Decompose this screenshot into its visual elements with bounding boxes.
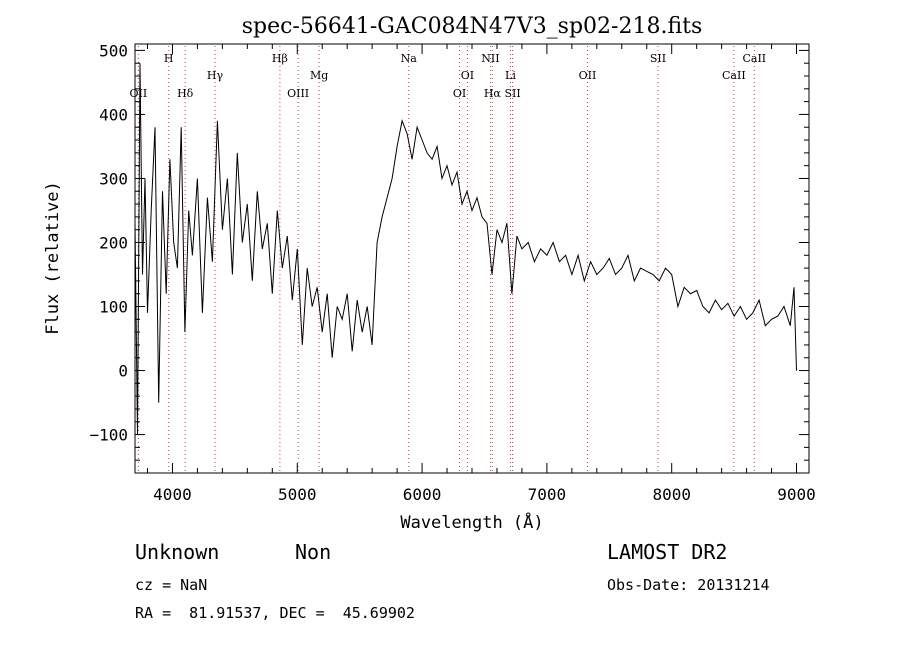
y-tick-label: −100 (89, 426, 128, 445)
x-tick-label: 7000 (528, 485, 567, 504)
line-marker-label-12: Li (505, 69, 516, 82)
y-axis-label: Flux (relative) (43, 181, 63, 335)
y-tick-label: 0 (118, 362, 128, 381)
x-axis-label: Wavelength (Å) (400, 511, 543, 533)
line-marker-label-6: Mg (310, 69, 328, 82)
line-marker-label-11: Hα (484, 87, 502, 100)
spectral-line-markers (137, 46, 755, 471)
line-marker-label-16: CaII (722, 69, 746, 82)
line-marker-label-9: OI (461, 69, 474, 82)
x-tick-label: 5000 (278, 485, 317, 504)
spectral-class: Unknown (135, 540, 220, 564)
y-tick-label: 300 (99, 169, 128, 188)
x-tick-label: 6000 (403, 485, 442, 504)
y-axis-ticks: −100 0 100 200 300 400 500 (89, 41, 809, 461)
line-marker-label-0: OII (130, 87, 148, 100)
line-marker-label-2: Hδ (177, 87, 194, 100)
line-marker-label-4: Hβ (272, 52, 288, 65)
observation-date: Obs-Date: 20131214 (607, 576, 770, 594)
line-marker-label-14: OII (579, 69, 597, 82)
line-marker-label-15: SII (650, 52, 666, 65)
line-marker-label-10: NII (481, 52, 499, 65)
x-tick-label: 9000 (777, 485, 816, 504)
x-tick-label: 4000 (153, 485, 192, 504)
y-tick-label: 100 (99, 298, 128, 317)
plot-border (134, 43, 810, 474)
line-marker-label-7: Na (401, 52, 418, 65)
spectral-subclass: Non (295, 540, 332, 564)
line-marker-label-17: CaII (742, 52, 766, 65)
line-marker-label-3: Hγ (207, 69, 224, 82)
x-tick-label: 8000 (652, 485, 691, 504)
x-axis-ticks: 4000 5000 6000 7000 8000 9000 (146, 44, 816, 504)
y-tick-label: 400 (99, 105, 128, 124)
redshift-cz: cz = NaN (135, 576, 208, 594)
plot-area (134, 43, 810, 474)
spectrum-series-line (134, 63, 797, 435)
line-marker-label-13: SII (504, 87, 520, 100)
sky-coordinates: RA = 81.91537, DEC = 45.69902 (135, 604, 415, 622)
line-marker-label-1: H (164, 52, 174, 65)
survey-name: LAMOST DR2 (607, 540, 728, 564)
line-marker-label-5: OIII (287, 87, 309, 100)
y-tick-label: 200 (99, 233, 128, 252)
chart-title: spec-56641-GAC084N47V3_sp02-218.fits (242, 14, 703, 39)
line-marker-label-8: OI (453, 87, 466, 100)
y-tick-label: 500 (99, 41, 128, 60)
